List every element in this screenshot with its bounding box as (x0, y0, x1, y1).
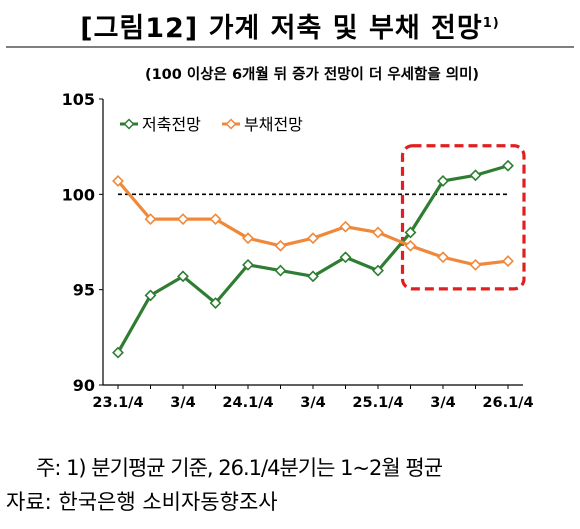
data-point (274, 239, 287, 252)
chart-title: [그림12] 가계 저축 및 부채 전망1) (80, 13, 500, 44)
data-point (144, 213, 157, 226)
data-point (112, 175, 124, 187)
title-divider (6, 46, 574, 48)
data-point (437, 251, 449, 264)
x-tick-label: 3/4 (430, 395, 455, 411)
line-chart: (100 이상은 6개월 뒤 증가 전망이 더 우세함을 의미) 90 95 100… (62, 65, 534, 411)
data-point (372, 264, 384, 277)
data-point (242, 258, 254, 271)
footnote: 주: 1) 분기평균 기준, 26.1/4분기는 1~2월 평균 (36, 456, 443, 480)
chart: (100 이상은 6개월 뒤 증가 전망이 더 우세함을 의미) 90 95 100… (0, 52, 580, 456)
data-point (177, 270, 189, 283)
data-point (209, 213, 222, 226)
data-point (112, 346, 124, 359)
chart-subtitle: (100 이상은 6개월 뒤 증가 전망이 더 우세함을 의미) (145, 65, 479, 83)
data-point (437, 175, 449, 187)
y-tick-label: 90 (73, 376, 95, 395)
data-point (339, 251, 352, 264)
data-point (242, 232, 254, 245)
y-tick-label: 105 (62, 90, 95, 109)
legend-label: 부채전망 (244, 115, 303, 134)
source-note: 자료: 한국은행 소비자동향조사 (6, 490, 278, 514)
highlight-box (400, 144, 526, 291)
x-tick-label: 23.1/4 (92, 395, 143, 411)
data-point (469, 169, 482, 182)
data-point (339, 220, 352, 233)
x-tick-label: 3/4 (170, 395, 195, 411)
legend-marker (123, 118, 135, 130)
y-tick-label: 100 (62, 185, 95, 204)
x-tick-label: 24.1/4 (222, 395, 273, 411)
data-point (209, 297, 222, 309)
data-point (307, 270, 319, 283)
data-point (404, 226, 417, 239)
data-point (372, 226, 384, 239)
data-point (502, 159, 514, 172)
x-tick-label: 25.1/4 (352, 395, 403, 411)
data-point (177, 213, 189, 226)
data-point (144, 289, 157, 302)
data-point (274, 264, 287, 277)
data-point (404, 239, 417, 252)
x-tick-label: 26.1/4 (482, 395, 533, 411)
y-tick-label: 95 (73, 281, 95, 300)
legend-marker (225, 118, 237, 130)
x-tick-label: 3/4 (300, 395, 325, 411)
data-point (502, 255, 514, 267)
legend-label: 저축전망 (142, 115, 201, 134)
data-point (307, 232, 319, 245)
data-point (469, 258, 482, 271)
